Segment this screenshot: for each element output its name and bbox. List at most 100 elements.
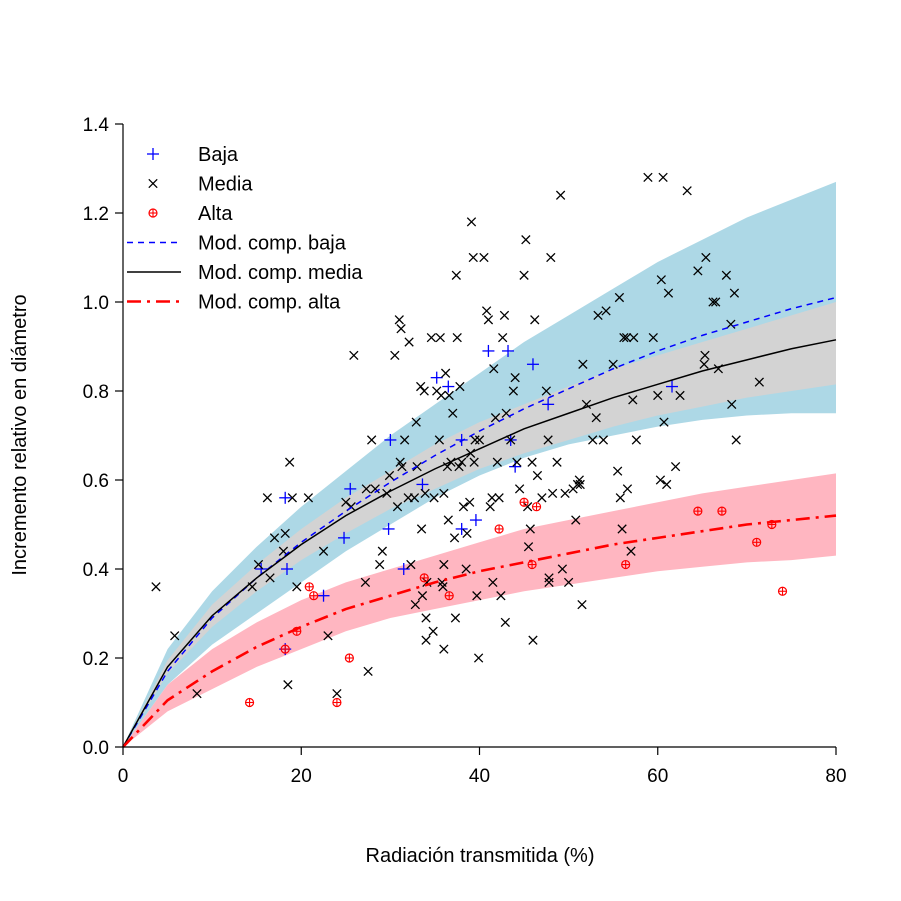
data-point bbox=[451, 270, 461, 280]
data-point bbox=[377, 546, 388, 556]
data-point bbox=[410, 599, 420, 610]
data-point bbox=[280, 563, 293, 575]
data-point bbox=[612, 466, 623, 476]
data-point bbox=[629, 332, 639, 343]
data-point bbox=[469, 514, 482, 527]
data-point bbox=[543, 435, 553, 445]
data-point bbox=[151, 582, 161, 592]
data-point bbox=[439, 644, 449, 654]
curve-mod-comp-alta bbox=[122, 514, 837, 748]
data-point bbox=[416, 524, 427, 534]
y-tick-label: 0.2 bbox=[83, 649, 109, 670]
legend-label: Mod. comp. media bbox=[198, 262, 363, 284]
model-curves bbox=[122, 296, 837, 748]
data-point bbox=[416, 478, 429, 491]
data-point bbox=[500, 617, 511, 628]
data-point bbox=[489, 364, 499, 374]
data-point bbox=[563, 577, 574, 588]
data-point bbox=[729, 288, 740, 298]
y-tick-label: 1.4 bbox=[83, 115, 110, 136]
data-point bbox=[731, 435, 741, 445]
data-point bbox=[521, 235, 531, 245]
data-point bbox=[502, 344, 515, 357]
data-point bbox=[452, 332, 462, 343]
data-point bbox=[544, 573, 554, 583]
data-point bbox=[615, 493, 625, 503]
data-point bbox=[394, 315, 404, 325]
data-point bbox=[384, 470, 395, 481]
data-point bbox=[721, 270, 732, 280]
data-point bbox=[466, 217, 477, 227]
data-point bbox=[255, 563, 268, 575]
data-point bbox=[482, 344, 495, 357]
legend-item: Media bbox=[148, 174, 253, 196]
data-point bbox=[663, 288, 674, 298]
y-tick-label: 0.4 bbox=[83, 560, 110, 581]
data-point bbox=[363, 666, 373, 677]
data-point bbox=[279, 491, 292, 504]
data-point bbox=[619, 332, 629, 343]
legend-label: Mod. comp. baja bbox=[198, 233, 347, 255]
data-point bbox=[506, 435, 516, 445]
data-point bbox=[492, 457, 502, 467]
data-point bbox=[417, 591, 428, 601]
data-point bbox=[526, 358, 539, 371]
data-point bbox=[450, 613, 461, 623]
axes: 0 20 40 60 80 0.0 0.2 0.4 0.6 0.8 1.0 1.2 1.4 bbox=[83, 115, 847, 787]
data-point bbox=[332, 697, 342, 708]
data-point bbox=[496, 591, 506, 601]
data-point bbox=[488, 577, 498, 588]
data-point bbox=[382, 522, 395, 535]
data-point bbox=[675, 390, 685, 401]
data-point bbox=[588, 435, 598, 445]
data-point bbox=[262, 493, 273, 503]
data-point bbox=[726, 319, 736, 329]
data-point bbox=[708, 297, 718, 307]
data-point bbox=[384, 433, 397, 446]
data-point bbox=[527, 457, 537, 467]
legend-label: Media bbox=[198, 174, 253, 196]
data-point bbox=[581, 399, 592, 410]
data-point bbox=[494, 493, 504, 503]
data-point bbox=[370, 484, 380, 494]
data-point bbox=[287, 493, 297, 503]
data-point bbox=[449, 533, 460, 543]
data-point bbox=[253, 559, 264, 570]
data-point bbox=[318, 546, 329, 556]
data-point bbox=[409, 493, 420, 503]
data-point bbox=[608, 359, 618, 369]
series-alta bbox=[244, 497, 788, 708]
data-point bbox=[626, 546, 636, 556]
data-point bbox=[443, 515, 453, 525]
data-point bbox=[419, 386, 429, 396]
data-point bbox=[631, 435, 642, 445]
data-point bbox=[465, 497, 475, 507]
legend-item: Alta bbox=[148, 203, 233, 225]
data-point bbox=[397, 461, 407, 472]
data-point bbox=[439, 559, 449, 570]
data-point bbox=[455, 433, 468, 446]
data-point bbox=[487, 493, 497, 503]
data-point bbox=[628, 395, 638, 405]
data-point bbox=[470, 435, 480, 445]
band-alta bbox=[123, 473, 836, 747]
data-point bbox=[292, 582, 302, 592]
data-point bbox=[514, 484, 525, 494]
data-point bbox=[473, 653, 484, 663]
data-point bbox=[455, 381, 465, 392]
data-point bbox=[621, 332, 632, 343]
data-point bbox=[752, 537, 762, 547]
x-tick-label: 60 bbox=[647, 766, 668, 787]
data-point bbox=[421, 635, 431, 645]
data-point bbox=[653, 390, 663, 401]
data-point bbox=[444, 390, 454, 401]
data-point bbox=[541, 386, 552, 396]
data-point bbox=[485, 502, 495, 512]
data-point bbox=[461, 564, 471, 574]
data-point bbox=[419, 573, 429, 583]
data-point bbox=[547, 488, 558, 499]
data-point bbox=[659, 417, 669, 427]
data-point bbox=[170, 631, 180, 641]
data-point bbox=[577, 599, 587, 610]
data-point bbox=[655, 475, 666, 485]
